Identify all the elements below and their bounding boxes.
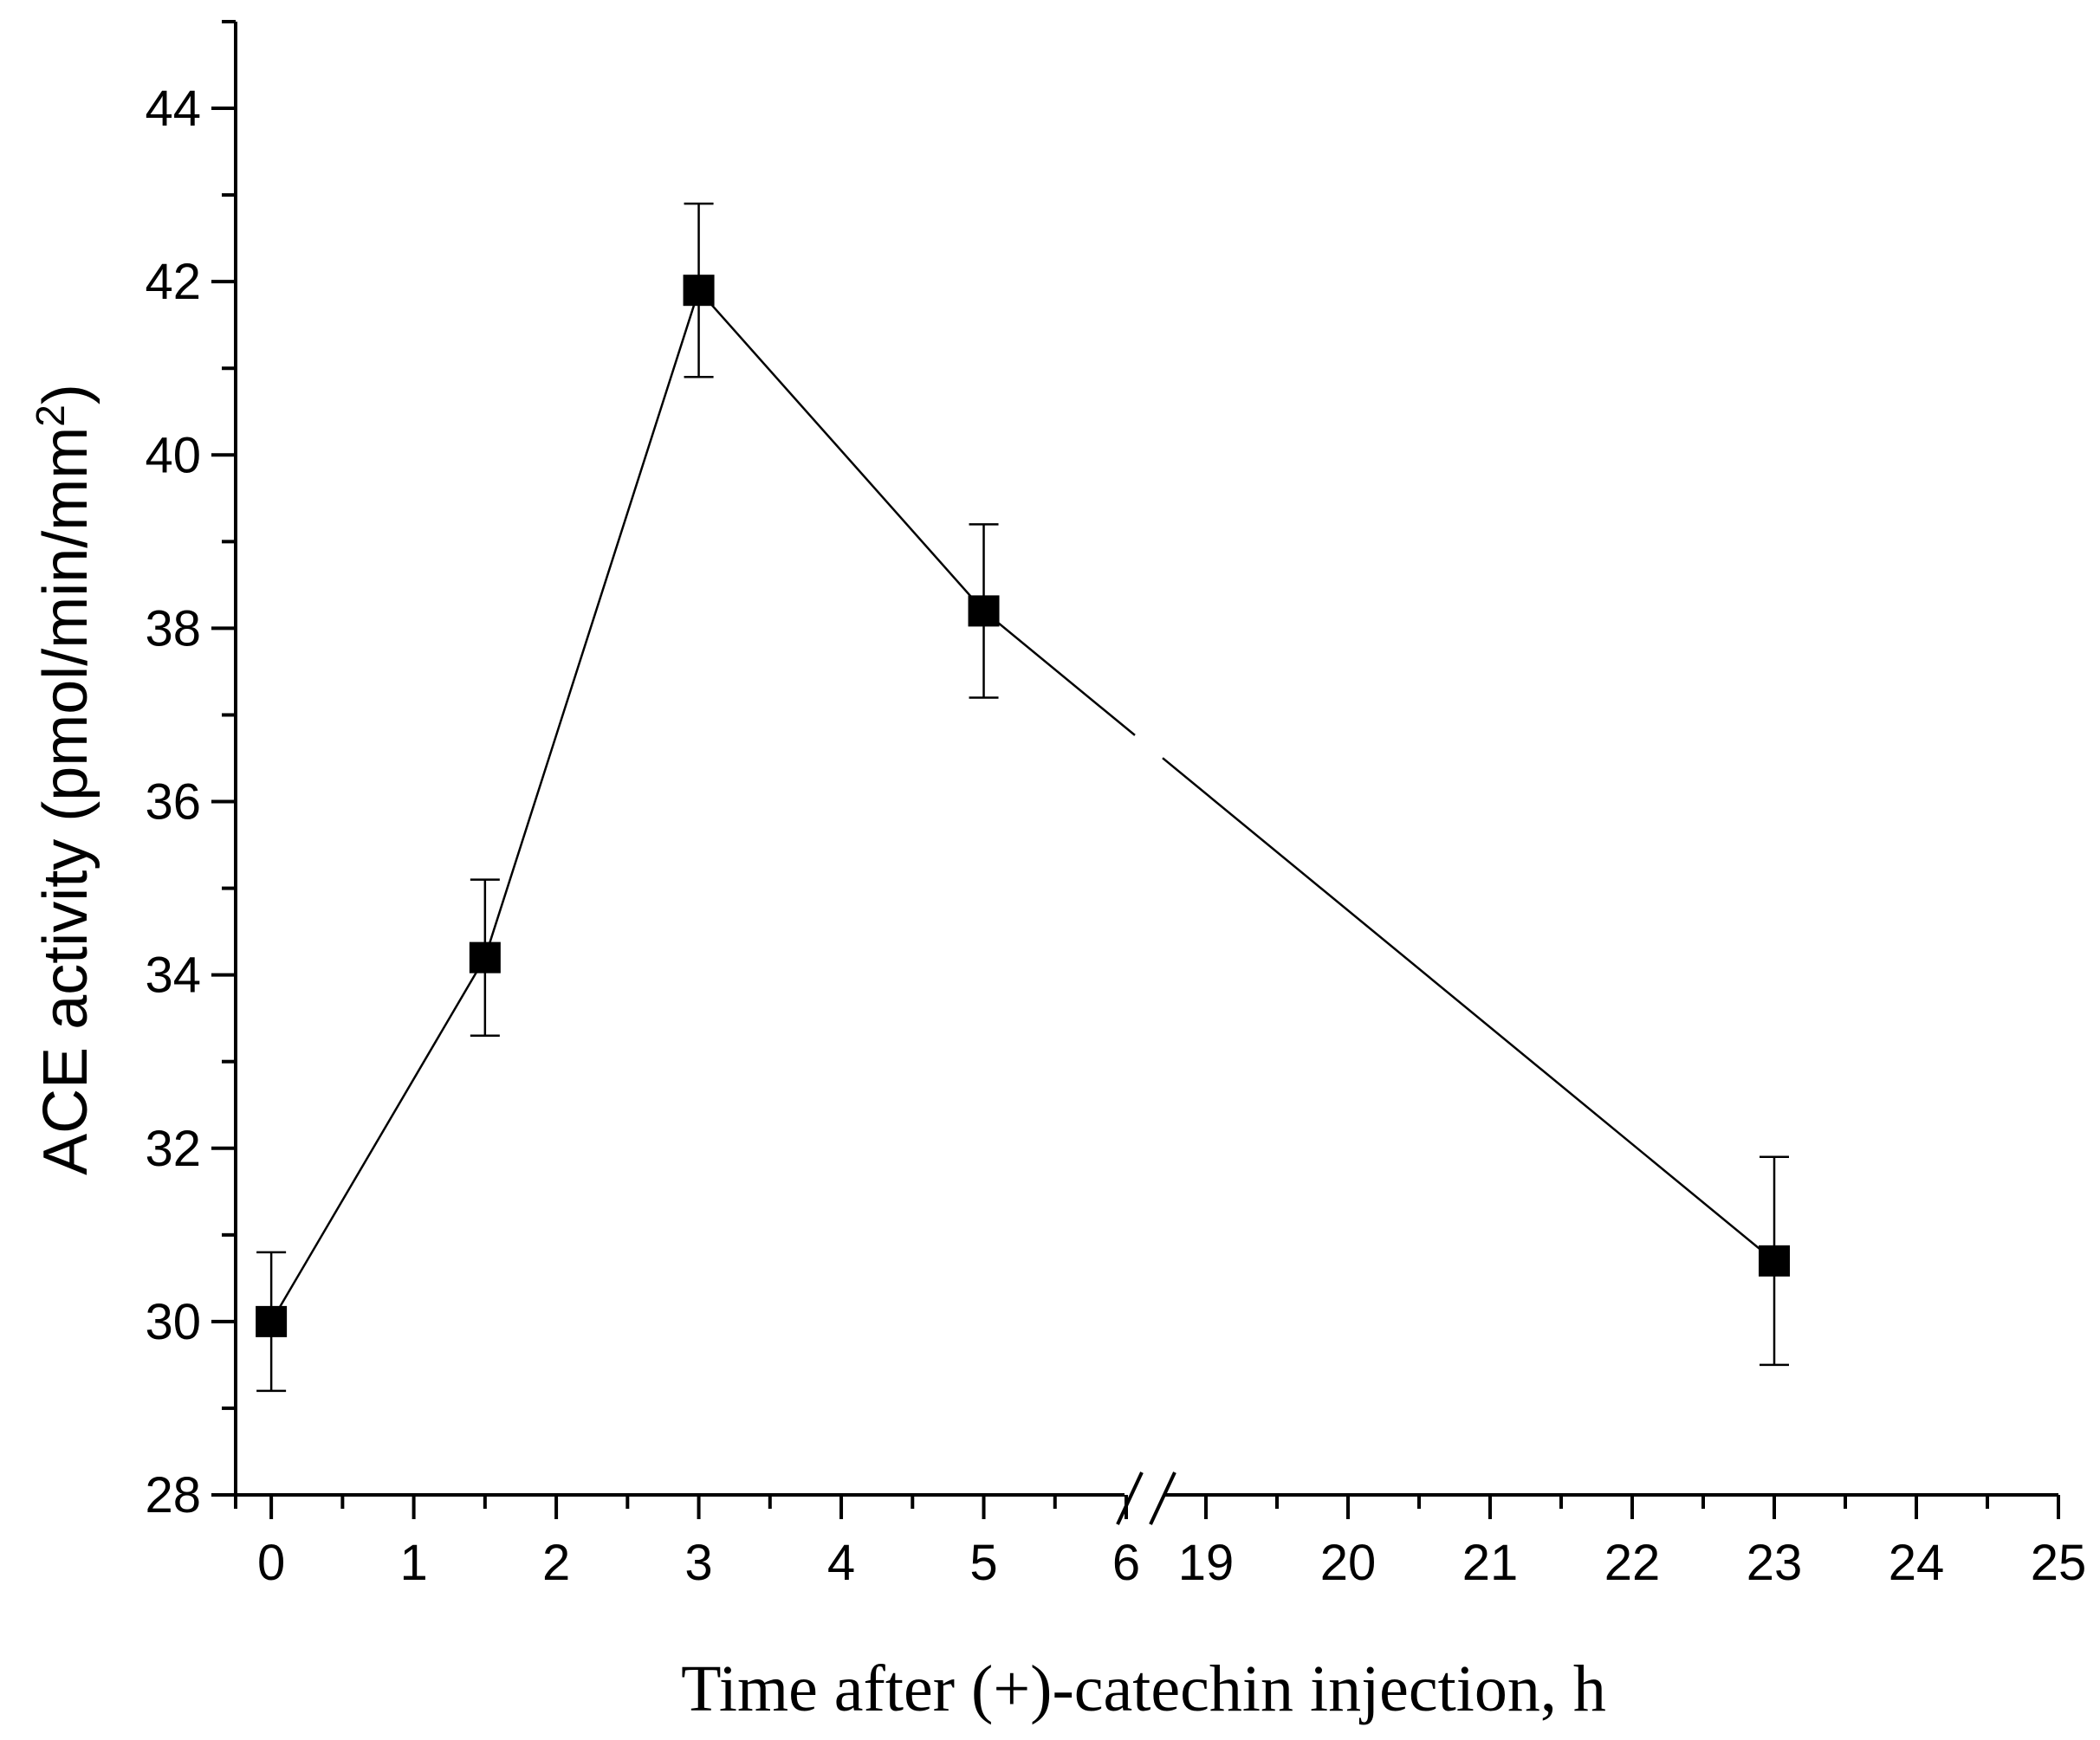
x-tick-label: 21: [1462, 1535, 1519, 1591]
x-tick-label: 20: [1320, 1535, 1377, 1591]
x-tick-label: 24: [1889, 1535, 1945, 1591]
y-axis-label-sup: 2: [28, 404, 73, 427]
y-tick-label: 36: [145, 774, 201, 831]
x-tick-label: 22: [1604, 1535, 1661, 1591]
y-tick-label: 28: [145, 1467, 201, 1523]
axes: [234, 22, 2058, 1525]
x-tick-label: 5: [969, 1535, 997, 1591]
x-axis-label: Time after (+)-catechin injection, h: [681, 1653, 1606, 1725]
data-point: [968, 595, 1000, 627]
y-tick-label: 40: [145, 427, 201, 483]
x-tick-label: 25: [2031, 1535, 2087, 1591]
y-axis-label-close: ): [31, 384, 100, 404]
data-point: [1759, 1245, 1790, 1277]
data-point: [256, 1305, 288, 1337]
data-point: [469, 941, 501, 973]
y-tick-label: 34: [145, 948, 201, 1004]
x-tick-label: 23: [1747, 1535, 1803, 1591]
x-tick-label: 1: [399, 1535, 427, 1591]
y-tick-label: 30: [145, 1294, 201, 1350]
y-axis-label-main: ACE activity (pmol/min/mm: [31, 427, 100, 1175]
series: [256, 202, 1790, 1393]
series-line-segment: [982, 610, 1136, 736]
x-axis-break-mark: [1149, 1472, 1176, 1525]
x-tick-label: 4: [827, 1535, 855, 1591]
data-point: [683, 275, 715, 307]
series-line-segment: [697, 289, 985, 612]
y-axis-label: ACE activity (pmol/min/mm2): [28, 384, 100, 1175]
x-axis-break-mark: [1116, 1472, 1144, 1525]
y-tick-label: 42: [145, 254, 201, 310]
x-tick-label: 6: [1112, 1535, 1140, 1591]
series-line-segment: [1162, 757, 1775, 1262]
ticks: [211, 20, 2060, 1519]
series-line-segment: [483, 289, 700, 959]
y-tick-label: 32: [145, 1121, 201, 1177]
x-tick-label: 2: [542, 1535, 570, 1591]
x-tick-label: 3: [684, 1535, 712, 1591]
x-tick-label: 0: [257, 1535, 285, 1591]
series-line-segment: [270, 957, 486, 1323]
x-tick-label: 19: [1178, 1535, 1235, 1591]
y-tick-label: 44: [145, 81, 201, 137]
y-tick-label: 38: [145, 600, 201, 657]
